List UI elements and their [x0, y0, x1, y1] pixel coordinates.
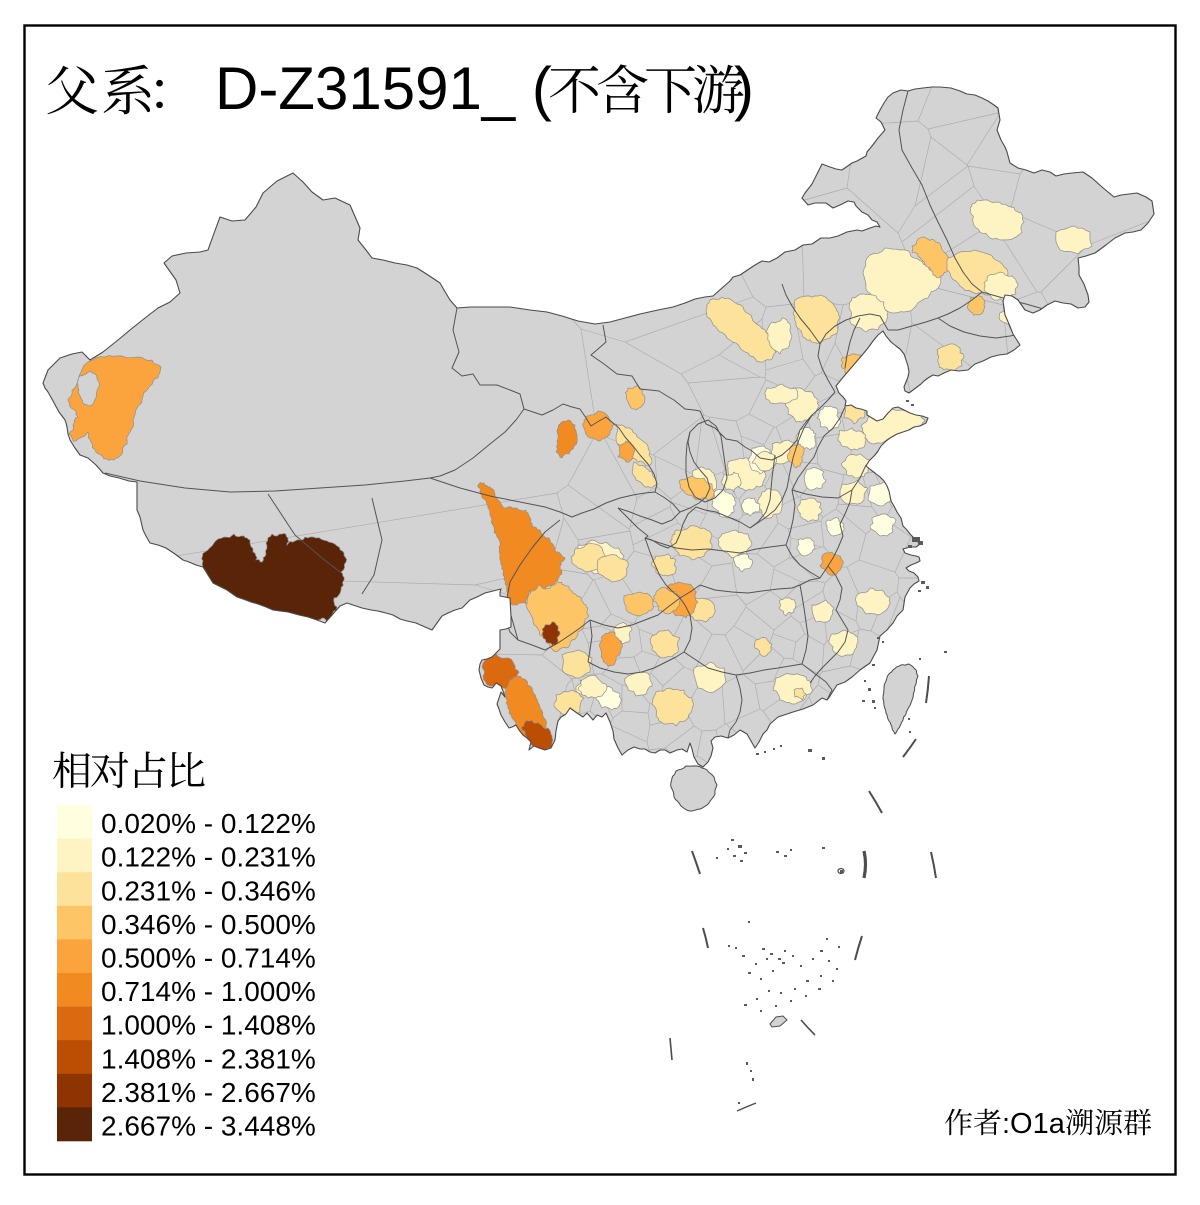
- svg-text:2.667% - 3.448%: 2.667% - 3.448%: [101, 1111, 316, 1142]
- svg-text:0.231% - 0.346%: 0.231% - 0.346%: [101, 875, 316, 906]
- svg-text:0.346% - 0.500%: 0.346% - 0.500%: [101, 909, 316, 940]
- svg-text:1.000% - 1.408%: 1.000% - 1.408%: [101, 1010, 316, 1041]
- svg-text:0.122% - 0.231%: 0.122% - 0.231%: [101, 842, 316, 873]
- svg-text:0.500% - 0.714%: 0.500% - 0.714%: [101, 943, 316, 974]
- svg-text:D-Z31591_ (: D-Z31591_ (: [215, 55, 552, 122]
- svg-text::O1a: :O1a: [1002, 1108, 1066, 1140]
- svg-text:1.408% - 2.381%: 1.408% - 2.381%: [101, 1043, 316, 1074]
- svg-text:0.714% - 1.000%: 0.714% - 1.000%: [101, 976, 316, 1007]
- svg-text:0.020% - 0.122%: 0.020% - 0.122%: [101, 808, 316, 839]
- svg-text:): ): [734, 55, 754, 122]
- svg-text:2.381% - 2.667%: 2.381% - 2.667%: [101, 1077, 316, 1108]
